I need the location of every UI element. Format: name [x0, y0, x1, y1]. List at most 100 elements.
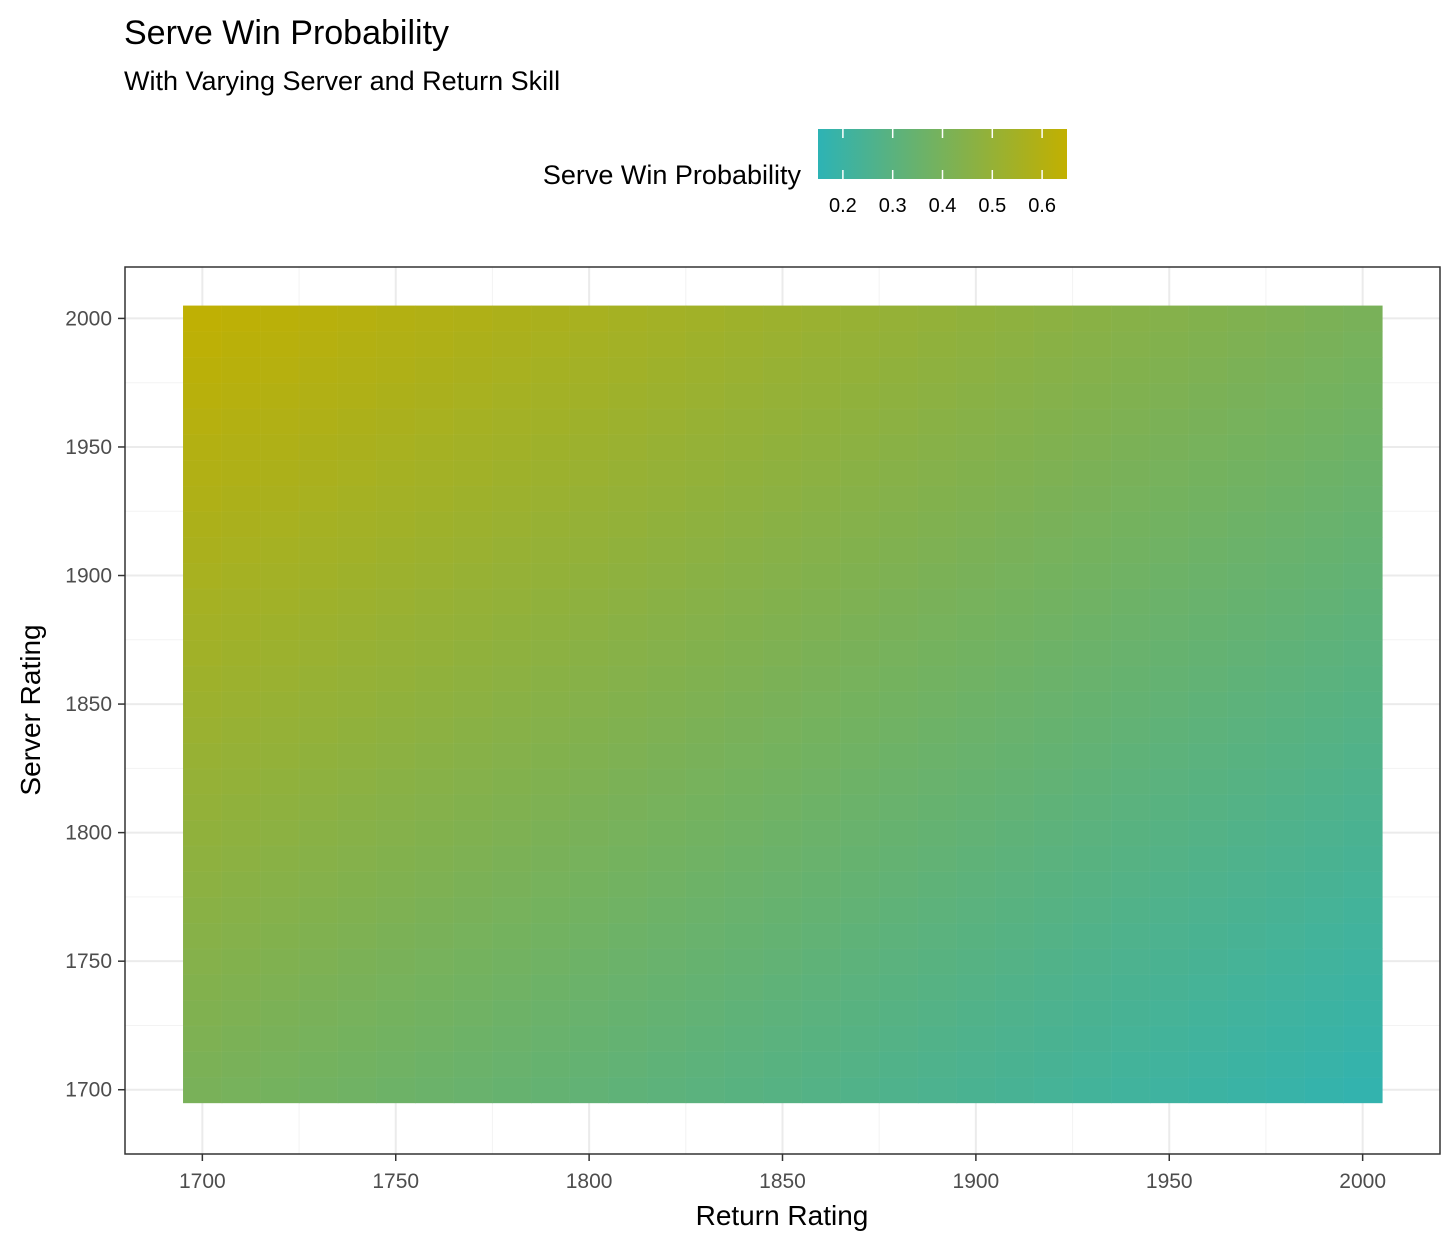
heatmap-cell	[994, 896, 1035, 924]
legend-ticks: 0.2 0.3 0.4 0.5 0.6	[829, 129, 1056, 217]
heatmap-cell	[337, 870, 378, 898]
heatmap-cell	[724, 896, 765, 924]
heatmap-cell	[646, 716, 687, 744]
heatmap-cell	[492, 999, 532, 1027]
heatmap-cell	[530, 331, 571, 358]
heatmap-cell	[917, 613, 958, 641]
heatmap-cell	[994, 665, 1035, 693]
heatmap-cell	[1343, 793, 1383, 821]
heatmap-cell	[608, 742, 648, 770]
heatmap-cell	[453, 1050, 494, 1078]
heatmap-cell	[1149, 433, 1190, 461]
heatmap-cell	[337, 382, 378, 410]
heatmap-cell	[221, 1025, 262, 1053]
heatmap-cell	[376, 690, 416, 718]
heatmap-cell	[801, 665, 842, 693]
heatmap-cell	[298, 870, 339, 898]
heatmap-cell	[260, 1025, 300, 1053]
heatmap-cell	[1343, 999, 1383, 1027]
heatmap-cell	[878, 716, 919, 744]
heatmap-cell	[1265, 408, 1306, 435]
heatmap-cell	[724, 870, 765, 898]
heatmap-cell	[260, 562, 300, 590]
heatmap-cell	[1343, 819, 1383, 847]
heatmap-cell	[1304, 973, 1345, 1001]
heatmap-cell	[646, 793, 687, 821]
heatmap-cell	[878, 485, 919, 513]
heatmap-cell	[1072, 562, 1113, 590]
heatmap-cell	[801, 716, 842, 744]
heatmap-cell	[1033, 1076, 1074, 1104]
heatmap-cell	[1304, 999, 1345, 1027]
heatmap-cell	[1265, 588, 1306, 615]
heatmap-cell	[182, 639, 223, 667]
heatmap-cell	[260, 613, 300, 641]
x-tick-label: 1700	[179, 1170, 226, 1193]
heatmap-cell	[994, 819, 1035, 847]
heatmap-cell	[994, 510, 1035, 538]
heatmap-cell	[917, 922, 958, 950]
heatmap-cell	[1072, 665, 1113, 693]
heatmap-cell	[917, 845, 958, 873]
heatmap-cell	[917, 793, 958, 821]
heatmap-cell	[724, 768, 765, 795]
heatmap-cell	[1033, 845, 1074, 873]
heatmap-cell	[1343, 639, 1383, 667]
heatmap-cell	[530, 845, 571, 873]
heatmap-cell	[221, 716, 262, 744]
heatmap-cell	[917, 510, 958, 538]
heatmap-cell	[956, 459, 997, 487]
heatmap-cell	[453, 536, 494, 564]
heatmap-cell	[724, 433, 765, 461]
heatmap-cell	[1072, 331, 1113, 358]
heatmap-cell	[762, 845, 803, 873]
heatmap-cell	[260, 768, 300, 795]
heatmap-cell	[762, 536, 803, 564]
heatmap-cell	[1304, 408, 1345, 435]
heatmap-cell	[878, 999, 919, 1027]
heatmap-cell	[646, 459, 687, 487]
heatmap-cell	[608, 973, 648, 1001]
heatmap-cell	[1343, 973, 1383, 1001]
heatmap-cell	[1265, 485, 1306, 513]
plot-panel	[124, 266, 1441, 1155]
heatmap-cell	[376, 819, 416, 847]
heatmap-cell	[724, 459, 765, 487]
heatmap-cell	[337, 305, 378, 333]
heatmap-cell	[1343, 485, 1383, 513]
heatmap-cell	[724, 510, 765, 538]
heatmap-cell	[685, 845, 726, 873]
heatmap-cell	[1072, 356, 1113, 384]
heatmap-cell	[1265, 639, 1306, 667]
heatmap-cell	[956, 922, 997, 950]
heatmap-cell	[801, 896, 842, 924]
heatmap-cell	[878, 562, 919, 590]
heatmap-cell	[453, 510, 494, 538]
heatmap-cell	[608, 793, 648, 821]
heatmap-cell	[414, 1025, 455, 1053]
heatmap-cell	[453, 973, 494, 1001]
heatmap-cell	[1265, 331, 1306, 358]
heatmap-cell	[646, 690, 687, 718]
heatmap-cell	[1033, 922, 1074, 950]
heatmap-cell	[801, 433, 842, 461]
heatmap-cell	[182, 485, 223, 513]
heatmap-cell	[1033, 562, 1074, 590]
heatmap-cell	[685, 1050, 726, 1078]
heatmap-cell	[917, 1076, 958, 1104]
heatmap-cell	[1304, 742, 1345, 770]
heatmap-cell	[221, 588, 262, 615]
heatmap-cell	[956, 408, 997, 435]
heatmap-cell	[840, 999, 881, 1027]
heatmap-cell	[221, 999, 262, 1027]
heatmap-cell	[1149, 716, 1190, 744]
heatmap-cell	[1227, 793, 1267, 821]
heatmap-cell	[1033, 742, 1074, 770]
heatmap-cell	[298, 331, 339, 358]
heatmap-cell	[1149, 845, 1190, 873]
heatmap-cell	[878, 870, 919, 898]
heatmap-cell	[878, 793, 919, 821]
legend-tick-label: 0.4	[929, 195, 957, 217]
heatmap-cell	[1033, 768, 1074, 795]
heatmap-cell	[376, 896, 416, 924]
